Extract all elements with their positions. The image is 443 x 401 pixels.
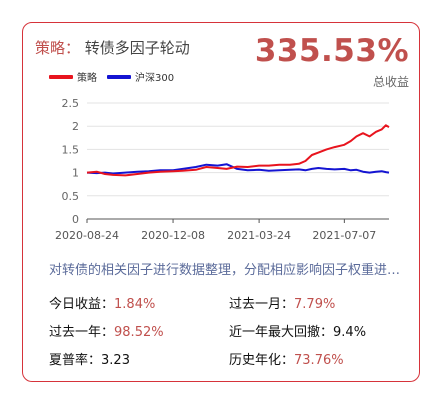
stat-annualized-label: 历史年化： [229,353,295,368]
strategy-prefix: 策略： [35,39,81,57]
legend-label-strategy: 策略 [77,73,97,84]
legend-item-strategy[interactable]: 策略 [49,69,97,84]
stat-annualized: 历史年化：73.76% [229,349,344,368]
series-line-benchmark [86,163,390,175]
stat-today-value: 1.84% [114,297,156,312]
stat-past-month-label: 过去一月： [229,297,295,312]
legend-swatch-strategy [49,74,73,79]
stat-sharpe-value: 3.23 [101,353,130,368]
y-tick-label: 2.5 [62,97,80,110]
x-tick-label: 2021-07-07 [312,229,376,242]
strategy-description: 对转债的相关因子进行数据整理，分配相应影响因子权重进行轮动 [49,263,404,278]
stat-today-label: 今日收益： [49,297,115,312]
stat-past-year-value: 98.52% [114,325,164,340]
strategy-card[interactable]: 策略： 转债多因子轮动 335.53% 总收益 策略 沪深300 0 0.5 1 1.… [22,22,420,382]
x-tick-label: 2020-12-08 [141,229,205,242]
stat-annualized-value: 73.76% [294,353,344,368]
stat-past-year-label: 过去一年： [49,325,115,340]
stat-sharpe-label: 夏普率： [49,353,102,368]
stat-today: 今日收益：1.84% [49,293,155,312]
stat-past-year: 过去一年：98.52% [49,321,164,340]
y-tick-label: 2 [72,120,79,133]
strategy-name: 转债多因子轮动 [84,39,190,57]
y-tick-label: 0.5 [62,190,80,203]
legend-label-benchmark: 沪深300 [135,73,175,84]
strategy-title: 策略： 转债多因子轮动 [35,37,190,58]
stat-max-drawdown-value: 9.4% [333,325,367,340]
stat-max-drawdown-label: 近一年最大回撤： [229,325,334,340]
legend-item-benchmark[interactable]: 沪深300 [107,69,174,84]
x-tick-label: 2021-03-24 [227,229,291,242]
chart-legend: 策略 沪深300 [49,69,174,84]
total-return-label: 总收益 [372,75,409,89]
y-tick-label: 1 [72,167,79,180]
stat-sharpe: 夏普率：3.23 [49,349,130,368]
performance-chart: 0 0.5 1 1.5 2 2.5 2020-08-24 2020-12-08 2021-03-… [55,97,390,242]
y-tick-label: 1.5 [62,143,80,156]
legend-swatch-benchmark [107,74,131,79]
y-tick-label: 0 [72,213,79,226]
series-line-strategy [86,124,390,177]
stat-max-drawdown: 近一年最大回撤：9.4% [229,321,366,340]
stat-past-month: 过去一月：7.79% [229,293,335,312]
x-tick-label: 2020-08-24 [55,229,119,242]
stat-past-month-value: 7.79% [294,297,336,312]
total-return-value: 335.53% [254,33,409,69]
